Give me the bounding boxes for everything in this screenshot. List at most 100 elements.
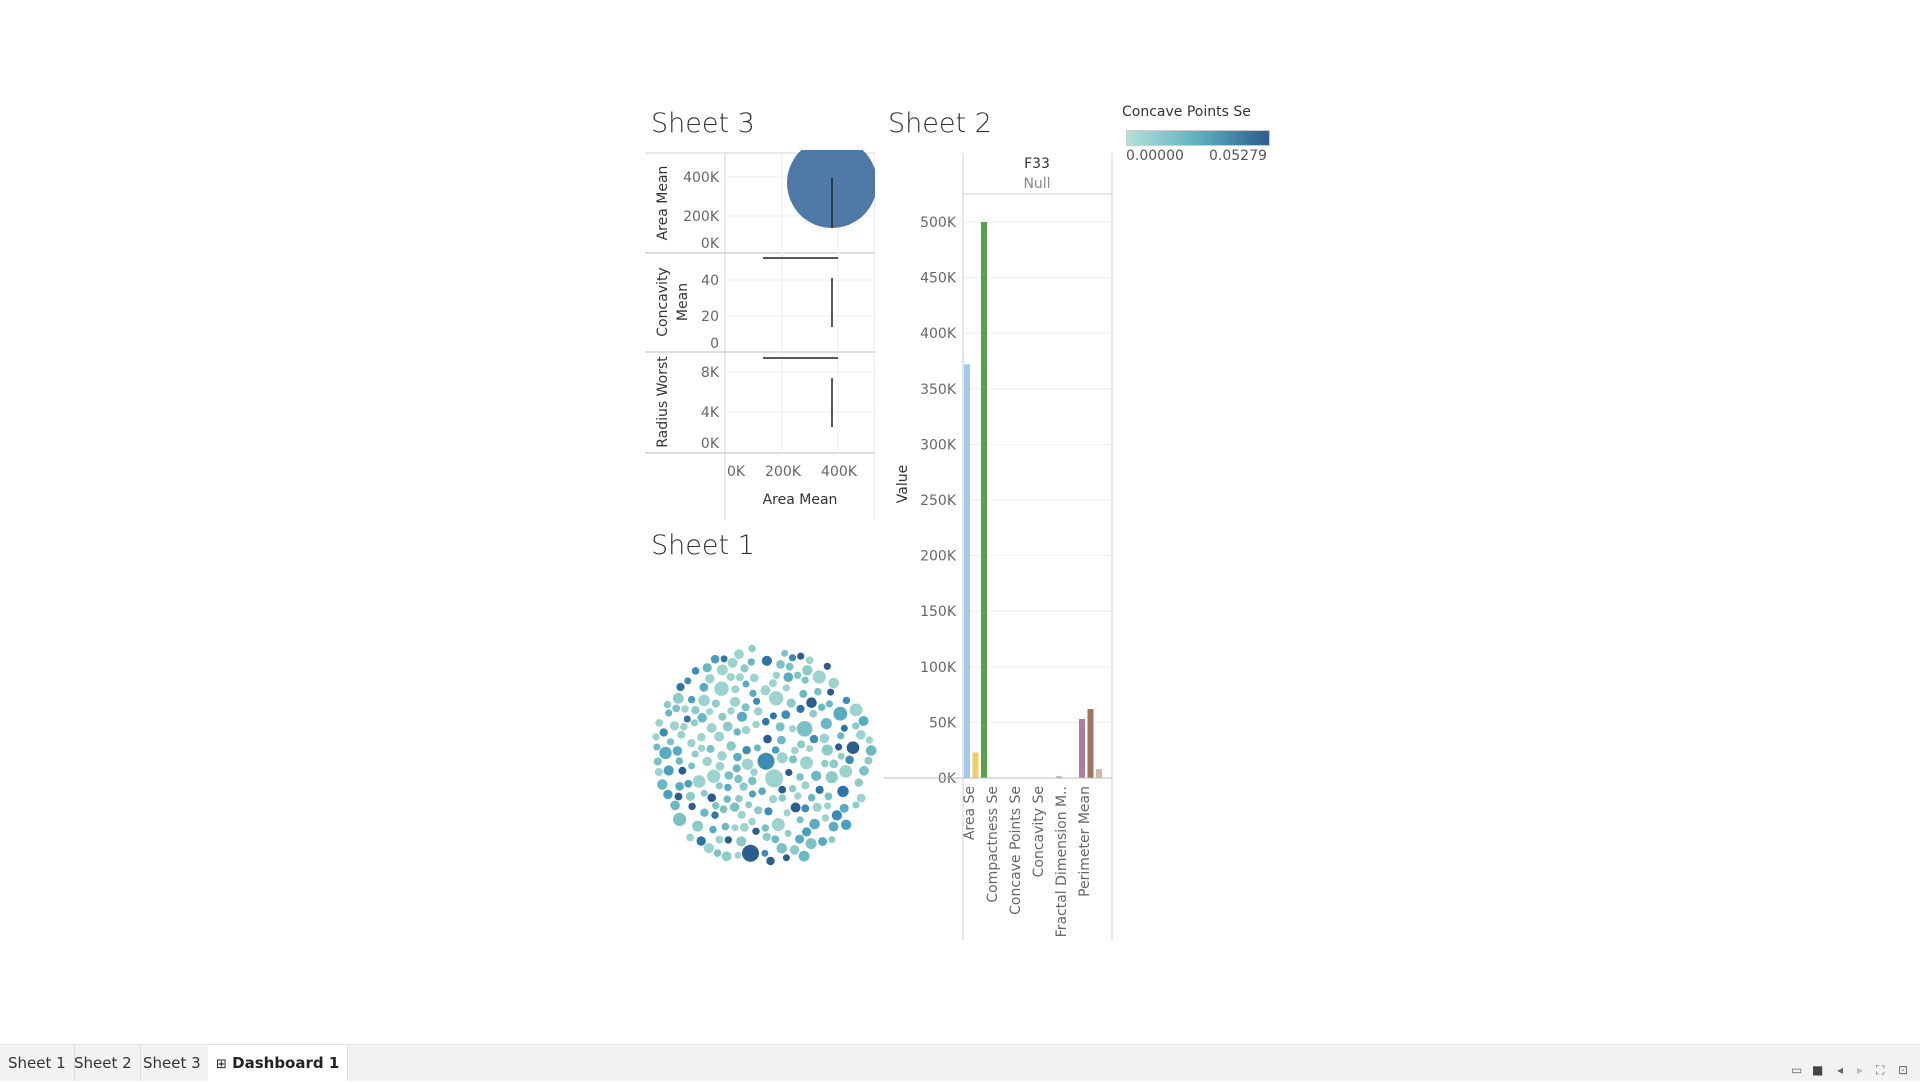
bubble-mark[interactable] (821, 744, 833, 756)
bubble-mark[interactable] (659, 746, 672, 760)
bubble-mark[interactable] (785, 768, 793, 777)
bubble-mark[interactable] (771, 818, 785, 832)
bubble-mark[interactable] (715, 782, 723, 790)
bubble-mark[interactable] (672, 692, 684, 704)
previous-sheet-icon[interactable]: ◂ (1837, 1063, 1844, 1077)
bubble-mark[interactable] (697, 733, 706, 742)
bubble-mark[interactable] (670, 800, 680, 811)
bubble-mark[interactable] (736, 836, 747, 847)
bubble-mark[interactable] (703, 843, 714, 854)
bubble-mark[interactable] (782, 854, 790, 862)
bubble-mark[interactable] (652, 733, 660, 741)
bubble-mark[interactable] (761, 849, 769, 857)
bubble-mark[interactable] (798, 850, 810, 862)
bubble-mark[interactable] (824, 802, 832, 810)
fullscreen-icon[interactable]: ⛶ (1876, 1063, 1885, 1077)
bubble-mark[interactable] (707, 769, 721, 783)
tab-sheet-1[interactable]: Sheet 1 (0, 1045, 75, 1081)
bubble-mark[interactable] (749, 689, 757, 697)
bubble-mark[interactable] (788, 785, 797, 793)
bubble-mark[interactable] (727, 707, 735, 715)
bubble-mark[interactable] (799, 689, 808, 698)
bubble-mark[interactable] (760, 685, 771, 696)
bubble-mark[interactable] (852, 722, 860, 730)
bubble-mark[interactable] (692, 775, 706, 788)
bubble-mark[interactable] (772, 671, 780, 679)
bubble-mark[interactable] (727, 657, 738, 668)
bubble-mark[interactable] (721, 822, 730, 831)
bubble-mark[interactable] (776, 752, 788, 764)
bubble-mark[interactable] (680, 722, 688, 731)
bubble-mark[interactable] (809, 734, 819, 744)
bubble-mark[interactable] (801, 676, 809, 684)
bubble-mark[interactable] (740, 823, 749, 832)
bubble-mark[interactable] (686, 833, 694, 842)
bubble-mark[interactable] (842, 696, 851, 705)
show-tabs-icon[interactable]: ■ (1812, 1063, 1824, 1077)
tab-dashboard-1[interactable]: ⊞ Dashboard 1 (208, 1045, 349, 1081)
presentation-mode-icon[interactable]: ⊡ (1898, 1063, 1909, 1077)
sheet2-bar-chart[interactable]: F33 Null Value 500K 450K 400K 350K 300K 250K 2… (884, 150, 1114, 940)
bubble-mark[interactable] (809, 709, 818, 718)
bubble-mark[interactable] (711, 811, 719, 819)
bubble-mark[interactable] (732, 764, 741, 773)
bubble-mark[interactable] (791, 746, 799, 755)
bubble-mark[interactable] (698, 694, 710, 707)
bubble-mark[interactable] (674, 792, 683, 801)
bubble-mark[interactable] (856, 793, 866, 803)
bubble-mark[interactable] (806, 697, 817, 708)
bubble-mark[interactable] (702, 756, 712, 767)
bubble-mark[interactable] (726, 672, 735, 682)
bubble-mark[interactable] (766, 856, 775, 866)
bubble-mark[interactable] (672, 746, 683, 756)
next-sheet-icon[interactable]: ▸ (1857, 1063, 1864, 1077)
bubble-mark[interactable] (782, 684, 790, 692)
bubble-mark[interactable] (856, 730, 866, 740)
packed-bubble-chart[interactable] (646, 638, 880, 874)
bubble-mark[interactable] (812, 802, 822, 812)
bubble-mark[interactable] (673, 812, 687, 826)
bubble-mark[interactable] (859, 765, 869, 776)
bubble-mark[interactable] (835, 743, 843, 751)
bubble-mark[interactable] (840, 724, 848, 732)
bubble-mark[interactable] (761, 824, 770, 832)
bubble-mark[interactable] (692, 820, 704, 832)
bubble-mark[interactable] (712, 802, 720, 810)
bubble-mark[interactable] (854, 778, 863, 787)
bubble-mark[interactable] (726, 741, 736, 751)
bubble-mark[interactable] (837, 732, 845, 740)
bubble-mark[interactable] (809, 818, 820, 830)
bubble-mark[interactable] (653, 757, 662, 766)
bubble-mark[interactable] (865, 745, 877, 756)
bubble-mark[interactable] (722, 721, 733, 732)
bubble-mark[interactable] (742, 746, 751, 755)
bubble-mark[interactable] (715, 761, 725, 771)
bubble-mark[interactable] (706, 723, 717, 733)
bubble-mark[interactable] (789, 755, 797, 764)
bubble-mark[interactable] (754, 806, 763, 815)
bubble-mark[interactable] (825, 700, 833, 708)
bubble-mark[interactable] (741, 725, 751, 735)
bubble-mark[interactable] (852, 801, 860, 809)
bubble-mark[interactable] (724, 783, 732, 792)
bubble-mark[interactable] (720, 655, 728, 663)
bubble-mark[interactable] (691, 667, 700, 675)
bubble-mark[interactable] (763, 734, 772, 744)
bubble-mark[interactable] (797, 740, 806, 749)
bubble-mark[interactable] (771, 746, 780, 754)
bubble-mark[interactable] (818, 703, 826, 711)
bubble-mark[interactable] (812, 670, 826, 684)
bubble-mark[interactable] (733, 728, 741, 736)
bubble-mark[interactable] (706, 744, 715, 753)
bubble-mark[interactable] (821, 759, 829, 768)
bubble-mark[interactable] (824, 792, 833, 801)
bubble-mark[interactable] (688, 802, 696, 811)
bubble-mark[interactable] (788, 654, 797, 662)
bubble-mark[interactable] (764, 807, 773, 816)
bubble-mark[interactable] (699, 682, 709, 692)
bubble-mark[interactable] (724, 771, 734, 780)
bubble-mark[interactable] (796, 773, 804, 781)
bubble-mark[interactable] (709, 825, 717, 834)
bubble-mark[interactable] (788, 725, 797, 733)
bar-mark[interactable] (964, 364, 970, 778)
